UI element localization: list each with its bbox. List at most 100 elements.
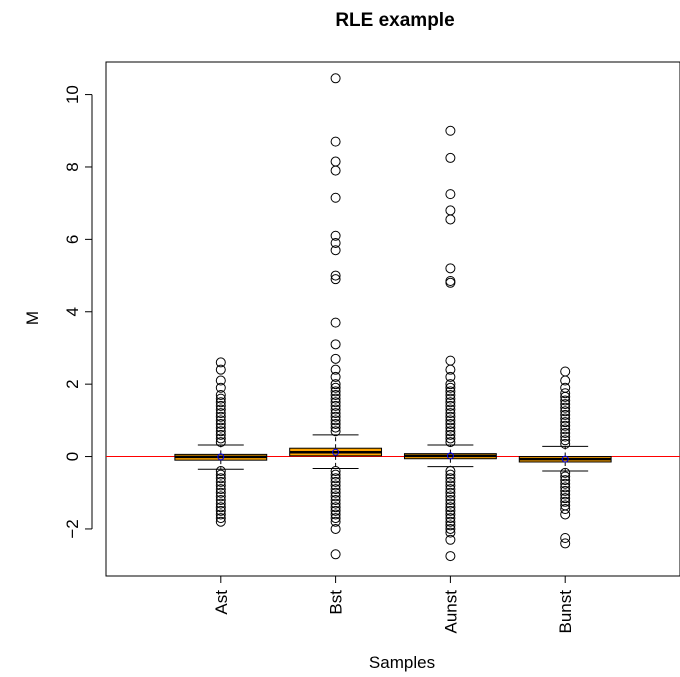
y-tick-label: 0 (63, 452, 82, 461)
outlier-point (445, 494, 456, 505)
x-axis: Ast Bst Aunst Bunst (212, 576, 575, 633)
outlier-point (330, 230, 341, 241)
outlier-point (330, 339, 341, 350)
outlier-point (445, 382, 456, 393)
outlier-point (215, 418, 226, 429)
outlier-point (560, 478, 571, 489)
outlier-point (560, 493, 571, 504)
outlier-point (330, 397, 341, 408)
outlier-point (445, 469, 456, 480)
outlier-point (445, 498, 456, 509)
outlier-point (330, 516, 341, 527)
outlier-point (330, 466, 341, 477)
box-bunst (518, 366, 612, 549)
outlier-point (445, 397, 456, 408)
outlier-point (445, 355, 456, 366)
outlier-point (560, 467, 571, 478)
outlier-point (445, 520, 456, 531)
outlier-point (445, 214, 456, 225)
outlier-point (215, 408, 226, 419)
outlier-point (215, 433, 226, 444)
outlier-point (560, 420, 571, 431)
outlier-point (215, 484, 226, 495)
box-bst (289, 73, 383, 560)
outlier-point (445, 426, 456, 437)
outlier-point (215, 437, 226, 448)
outlier-point (330, 371, 341, 382)
outlier-point (445, 404, 456, 415)
outlier-point (445, 509, 456, 520)
outlier-point (445, 513, 456, 524)
outlier-point (560, 366, 571, 377)
outlier-point (445, 275, 456, 286)
center-marker (217, 453, 225, 461)
outlier-point (215, 469, 226, 480)
outlier-point (560, 417, 571, 428)
plot-area (105, 61, 680, 577)
y-tick-label: 2 (63, 379, 82, 388)
outlier-point (330, 386, 341, 397)
outlier-point (445, 429, 456, 440)
outlier-point (330, 480, 341, 491)
outlier-point (445, 505, 456, 516)
outlier-point (330, 400, 341, 411)
outlier-point (445, 379, 456, 390)
outlier-point (560, 538, 571, 549)
outlier-point (215, 390, 226, 401)
outlier-point (560, 504, 571, 515)
outlier-point (560, 485, 571, 496)
outlier-point (215, 400, 226, 411)
x-axis-label: Samples (369, 653, 435, 672)
outlier-point (330, 364, 341, 375)
outlier-point (560, 424, 571, 435)
outlier-point (330, 404, 341, 415)
outlier-point (445, 390, 456, 401)
x-tick-label: Bst (327, 590, 346, 615)
box-ast (174, 357, 268, 527)
outlier-point (330, 390, 341, 401)
outlier-point (330, 136, 341, 147)
outlier-point (560, 482, 571, 493)
outlier-point (215, 480, 226, 491)
outlier-point (330, 415, 341, 426)
outlier-point (560, 402, 571, 413)
outlier-point (215, 498, 226, 509)
outlier-point (330, 73, 341, 84)
outlier-point (560, 431, 571, 442)
outlier-point (330, 484, 341, 495)
outlier-point (445, 152, 456, 163)
outlier-point (445, 437, 456, 448)
outlier-point (445, 125, 456, 136)
outlier-point (215, 473, 226, 484)
outlier-point (560, 406, 571, 417)
outlier-point (215, 397, 226, 408)
x-tick-label: Ast (212, 590, 231, 615)
outlier-point (215, 502, 226, 513)
outlier-point (445, 189, 456, 200)
outlier-point (560, 388, 571, 399)
outlier-point (560, 475, 571, 486)
outlier-point (330, 502, 341, 513)
outlier-point (330, 476, 341, 487)
outlier-point (215, 505, 226, 516)
outlier-point (330, 494, 341, 505)
outlier-point (330, 393, 341, 404)
outlier-point (215, 429, 226, 440)
outlier-point (445, 502, 456, 513)
outlier-point (445, 400, 456, 411)
outlier-point (215, 364, 226, 375)
outlier-point (330, 426, 341, 437)
outlier-point (215, 375, 226, 386)
outlier-point (445, 480, 456, 491)
outlier-point (330, 274, 341, 285)
outlier-point (330, 237, 341, 248)
outlier-point (330, 192, 341, 203)
outlier-point (445, 422, 456, 433)
outlier-point (330, 491, 341, 502)
outlier-point (330, 245, 341, 256)
outlier-point (330, 418, 341, 429)
outlier-point (330, 509, 341, 520)
outlier-point (215, 426, 226, 437)
outlier-point (330, 411, 341, 422)
outlier-point (215, 404, 226, 415)
